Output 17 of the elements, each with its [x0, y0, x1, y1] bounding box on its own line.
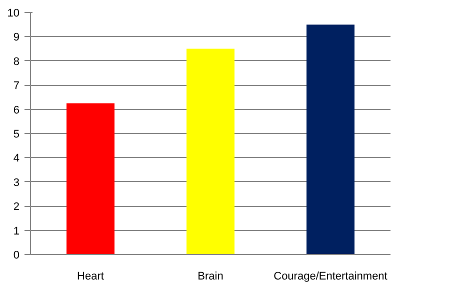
y-tick-label: 5: [13, 128, 20, 140]
y-tick-label: 3: [13, 176, 20, 189]
x-tick-label: Courage/Entertainment: [274, 270, 388, 282]
x-tick-label: Heart: [77, 270, 104, 282]
x-tick-label: Brain: [198, 270, 224, 282]
y-tick-label: 7: [13, 80, 20, 92]
y-tick-label: 0: [13, 250, 20, 262]
y-tick-label: 8: [13, 56, 20, 68]
y-tick-label: 2: [13, 201, 20, 214]
bar: [306, 24, 354, 254]
y-tick-label: 6: [13, 104, 20, 116]
y-tick-label: 9: [13, 32, 20, 44]
y-tick-label: 4: [13, 152, 20, 165]
bar: [186, 48, 234, 254]
y-tick-label: 10: [7, 8, 20, 20]
y-tick-label: 1: [13, 225, 20, 238]
bar: [66, 103, 114, 254]
